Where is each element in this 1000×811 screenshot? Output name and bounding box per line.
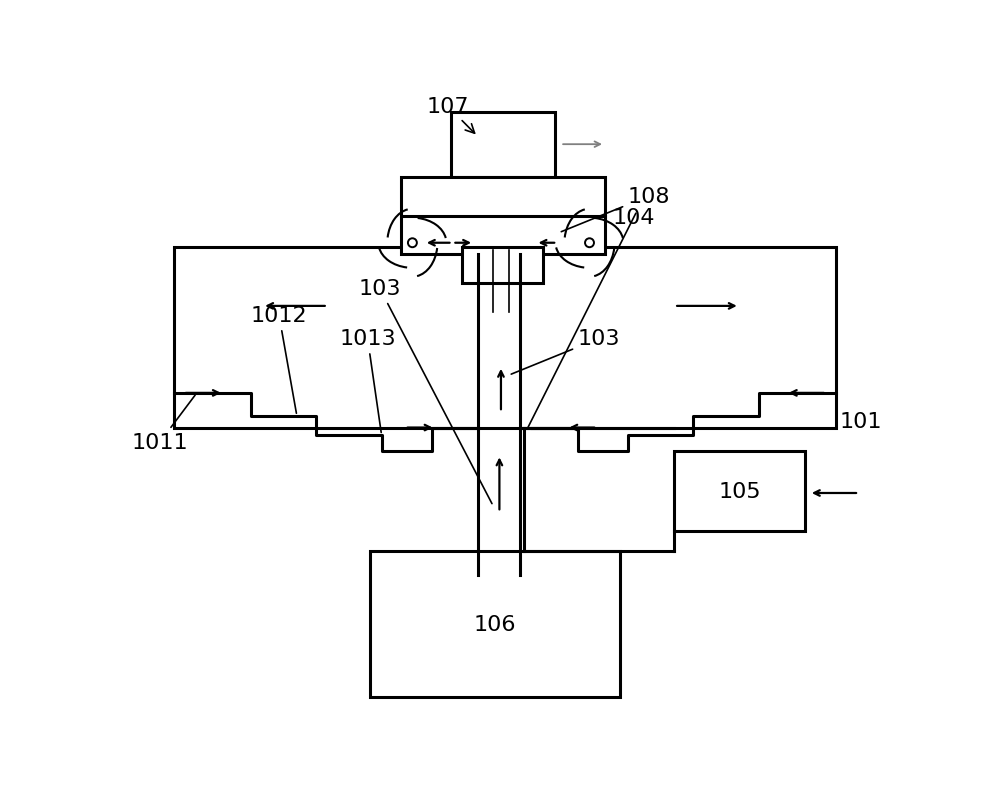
Text: 104: 104 xyxy=(613,208,655,228)
Bar xyxy=(370,551,620,697)
Bar xyxy=(174,247,836,428)
Text: 106: 106 xyxy=(474,614,516,634)
Text: 1011: 1011 xyxy=(131,396,195,453)
Text: 105: 105 xyxy=(718,482,761,501)
Text: 103: 103 xyxy=(511,329,620,375)
Text: 103: 103 xyxy=(359,279,492,504)
Bar xyxy=(451,113,555,178)
Text: 1012: 1012 xyxy=(251,306,307,414)
Text: 107: 107 xyxy=(426,97,475,134)
Text: 108: 108 xyxy=(561,187,670,233)
Bar xyxy=(462,247,543,283)
Text: 101: 101 xyxy=(840,412,882,431)
Bar xyxy=(674,451,805,532)
Bar xyxy=(401,178,605,255)
Text: 1013: 1013 xyxy=(339,329,396,433)
